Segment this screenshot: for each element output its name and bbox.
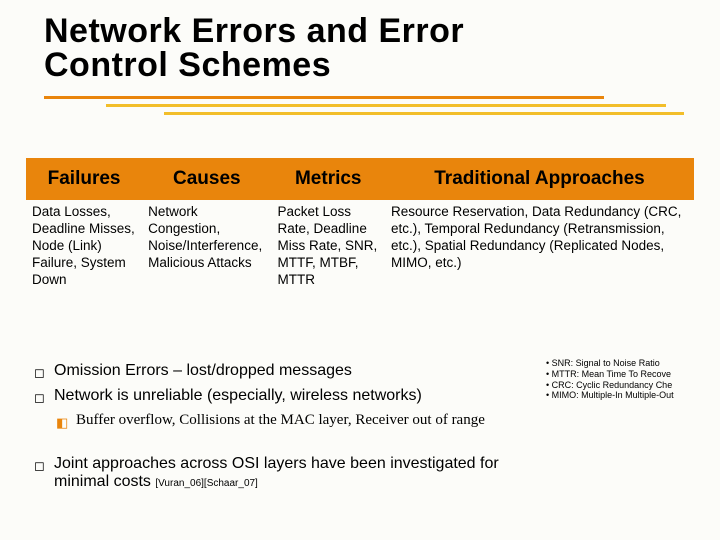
- underline-stroke: [164, 112, 684, 115]
- title-block: Network Errors and Error Control Schemes: [44, 14, 464, 82]
- table-header-row: Failures Causes Metrics Traditional Appr…: [26, 158, 694, 200]
- bullet-icon: ◻: [34, 455, 54, 474]
- slide-title-line2: Control Schemes: [44, 48, 464, 82]
- citation: [Vuran_06][Schaar_07]: [155, 478, 257, 489]
- th-metrics: Metrics: [272, 158, 385, 200]
- underline-stroke: [44, 96, 604, 99]
- failures-table: Failures Causes Metrics Traditional Appr…: [26, 158, 694, 292]
- bullet-joint-line1: Joint approaches across OSI layers have …: [54, 455, 499, 472]
- bullet-text: Network is unreliable (especially, wirel…: [54, 387, 694, 405]
- underline-stroke: [106, 104, 666, 107]
- th-causes: Causes: [142, 158, 271, 200]
- bullet-text: Joint approaches across OSI layers have …: [54, 455, 694, 491]
- bullet-icon: ◻: [34, 387, 54, 406]
- bullet-list: ◻ Omission Errors – lost/dropped message…: [34, 362, 694, 497]
- slide-title-line1: Network Errors and Error: [44, 14, 464, 48]
- title-underline: [44, 96, 684, 136]
- td-failures: Data Losses, Deadline Misses, Node (Link…: [26, 200, 142, 292]
- td-metrics: Packet Loss Rate, Deadline Miss Rate, SN…: [272, 200, 385, 292]
- slide: Network Errors and Error Control Schemes…: [0, 0, 720, 540]
- th-failures: Failures: [26, 158, 142, 200]
- table-row: Data Losses, Deadline Misses, Node (Link…: [26, 200, 694, 292]
- th-approaches: Traditional Approaches: [385, 158, 694, 200]
- spacer: [34, 437, 694, 455]
- bullet-omission: ◻ Omission Errors – lost/dropped message…: [34, 362, 694, 381]
- bullet-joint: ◻ Joint approaches across OSI layers hav…: [34, 455, 694, 491]
- subbullet-text: Buffer overflow, Collisions at the MAC l…: [76, 412, 485, 429]
- td-causes: Network Congestion, Noise/Interference, …: [142, 200, 271, 292]
- td-approaches: Resource Reservation, Data Redundancy (C…: [385, 200, 694, 292]
- bullet-text: Omission Errors – lost/dropped messages: [54, 362, 694, 380]
- bullet-unreliable: ◻ Network is unreliable (especially, wir…: [34, 387, 694, 406]
- bullet-joint-line2: minimal costs: [54, 473, 155, 490]
- bullet-icon: ◻: [34, 362, 54, 381]
- subbullet-buffer: ◧ Buffer overflow, Collisions at the MAC…: [34, 412, 694, 431]
- subbullet-icon: ◧: [56, 412, 76, 431]
